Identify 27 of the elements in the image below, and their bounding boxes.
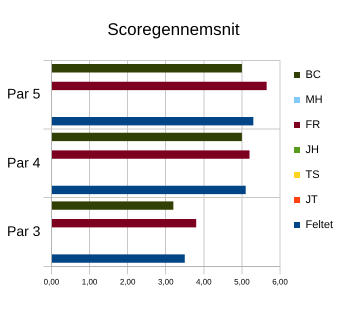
bar bbox=[52, 132, 242, 142]
bar bbox=[52, 186, 246, 194]
x-tick-label: 3,00 bbox=[158, 277, 174, 286]
y-tick-label: Par 4 bbox=[6, 154, 41, 170]
bar bbox=[52, 201, 174, 210]
legend-label: JT bbox=[305, 194, 318, 206]
x-tick-label: 6,00 bbox=[272, 277, 288, 286]
bar bbox=[52, 117, 254, 126]
bar bbox=[52, 82, 267, 90]
legend-label: TS bbox=[305, 169, 320, 182]
chart-title: Scoregennemsnit bbox=[107, 20, 240, 39]
legend-label: JH bbox=[305, 144, 319, 156]
x-tick-label: 4,00 bbox=[196, 277, 212, 286]
y-tick-label: Par 3 bbox=[6, 222, 41, 239]
bar bbox=[52, 254, 185, 263]
legend-label: Feltet bbox=[305, 219, 334, 232]
bar bbox=[52, 64, 242, 72]
x-tick-label: 5,00 bbox=[234, 277, 250, 286]
legend-label: BC bbox=[305, 69, 321, 82]
bar bbox=[52, 219, 196, 228]
y-tick-label: Par 5 bbox=[6, 86, 41, 102]
x-tick-label: 2,00 bbox=[120, 277, 136, 286]
x-tick-label: 0,00 bbox=[44, 277, 60, 286]
bar bbox=[52, 150, 250, 159]
legend-label: MH bbox=[305, 94, 323, 106]
legend-label: FR bbox=[305, 119, 320, 132]
x-tick-label: 1,00 bbox=[82, 277, 98, 286]
